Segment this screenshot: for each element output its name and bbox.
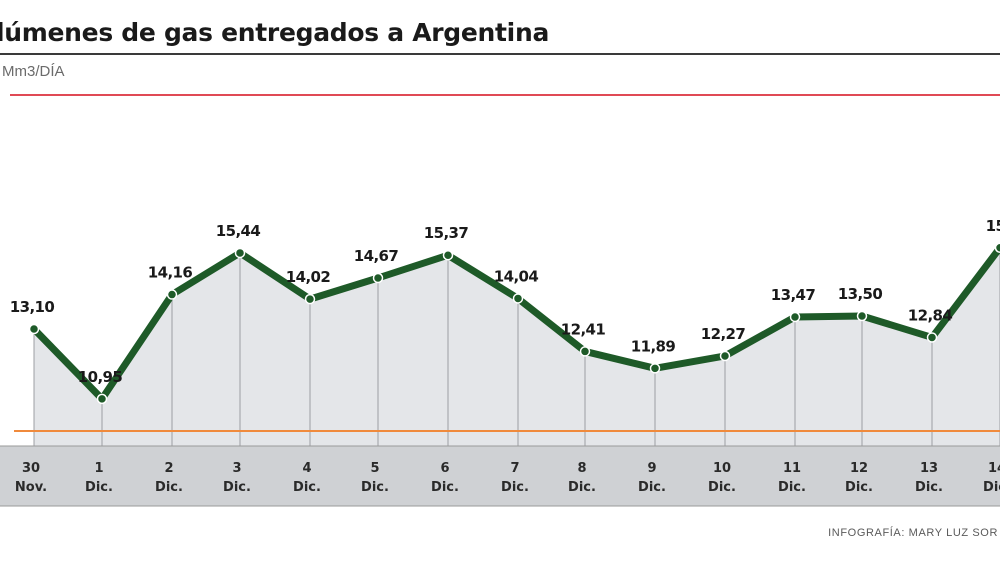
tick-label-day: 4 bbox=[302, 461, 311, 476]
data-label: 12,41 bbox=[561, 320, 606, 338]
data-point bbox=[442, 249, 454, 261]
tick-label-day: 14 bbox=[988, 461, 1000, 476]
tick-label-day: 12 bbox=[850, 461, 868, 476]
drop-lines bbox=[33, 247, 1000, 446]
credit-text: INFOGRAFÍA: MARY LUZ SOR bbox=[828, 527, 998, 539]
data-label: 14,67 bbox=[354, 247, 399, 265]
data-label: 14,02 bbox=[286, 268, 331, 286]
data-point bbox=[28, 323, 40, 335]
tick-label-month: Dic. bbox=[361, 480, 389, 495]
tick-label-day: 10 bbox=[713, 461, 731, 476]
area-layer bbox=[34, 247, 1000, 446]
data-label: 15,37 bbox=[424, 224, 469, 242]
tick-label-month: Dic. bbox=[915, 480, 943, 495]
series-line-layer bbox=[28, 242, 1000, 405]
data-label: 14,16 bbox=[148, 264, 193, 282]
data-label: 14,04 bbox=[494, 267, 539, 285]
title-rule bbox=[0, 53, 1000, 55]
tick-label-month: Dic. bbox=[501, 480, 529, 495]
data-point bbox=[789, 311, 801, 323]
data-point bbox=[304, 293, 316, 305]
data-label: 15, bbox=[986, 217, 1000, 235]
data-label: 15,44 bbox=[216, 222, 261, 240]
data-labels: 13,10 10,95 14,16 15,44 14,02 14,67 15,37 14,04… bbox=[10, 217, 1000, 386]
tick-label-day: 6 bbox=[440, 461, 449, 476]
tick-label-month: Dic. bbox=[568, 480, 596, 495]
tick-label-day: 9 bbox=[647, 461, 656, 476]
tick-label-day: 1 bbox=[94, 461, 103, 476]
data-point bbox=[994, 242, 1000, 253]
tick-label-month: Dic. bbox=[293, 480, 321, 495]
tick-label-day: 7 bbox=[510, 461, 519, 476]
tick-label-month: Nov. bbox=[15, 480, 47, 495]
data-label: 13,10 bbox=[10, 298, 55, 316]
data-point bbox=[96, 393, 108, 405]
data-point bbox=[856, 310, 868, 322]
tick-label-day: 13 bbox=[920, 461, 938, 476]
tick-label-day: 3 bbox=[232, 461, 241, 476]
tick-label-month: Dic. bbox=[845, 480, 873, 495]
tick-label-month: Dic. bbox=[155, 480, 183, 495]
unit-label: Mm3/DÍA bbox=[2, 63, 65, 80]
tick-label-day: 5 bbox=[370, 461, 379, 476]
data-point bbox=[166, 289, 178, 300]
x-axis-band bbox=[0, 446, 1000, 506]
data-label: 13,50 bbox=[838, 285, 883, 303]
tick-label-month: Dic. bbox=[778, 480, 806, 495]
data-label: 10,95 bbox=[78, 368, 123, 386]
data-point bbox=[579, 346, 591, 357]
chart-title: lúmenes de gas entregados a Argentina bbox=[0, 18, 550, 47]
tick-label-month: Dic. bbox=[638, 480, 666, 495]
tick-label-month: Dic. bbox=[85, 480, 113, 495]
tick-label-month: Dic. bbox=[431, 480, 459, 495]
data-point bbox=[719, 350, 731, 362]
tick-label-month: Dic. bbox=[983, 480, 1000, 495]
data-label: 11,89 bbox=[631, 337, 676, 355]
data-point bbox=[512, 293, 524, 304]
tick-label-day: 11 bbox=[783, 461, 801, 476]
data-label: 12,27 bbox=[701, 325, 746, 343]
data-label: 12,84 bbox=[908, 306, 953, 324]
data-point bbox=[372, 272, 384, 284]
series-area bbox=[34, 247, 1000, 446]
tick-label-month: Dic. bbox=[708, 480, 736, 495]
tick-label-month: Dic. bbox=[223, 480, 251, 495]
tick-label-day: 8 bbox=[577, 461, 586, 476]
data-point bbox=[234, 247, 246, 259]
tick-label-day: 2 bbox=[164, 461, 173, 476]
data-point bbox=[649, 363, 661, 374]
tick-label-day: 30 bbox=[22, 461, 40, 476]
x-tick-labels: 30 Nov. 1 Dic. 2 Dic. 3 Dic. 4 Dic. 5 Dic. 6 Dic. 7 Dic… bbox=[15, 461, 1000, 495]
data-label: 13,47 bbox=[771, 286, 816, 304]
data-point bbox=[926, 332, 938, 343]
